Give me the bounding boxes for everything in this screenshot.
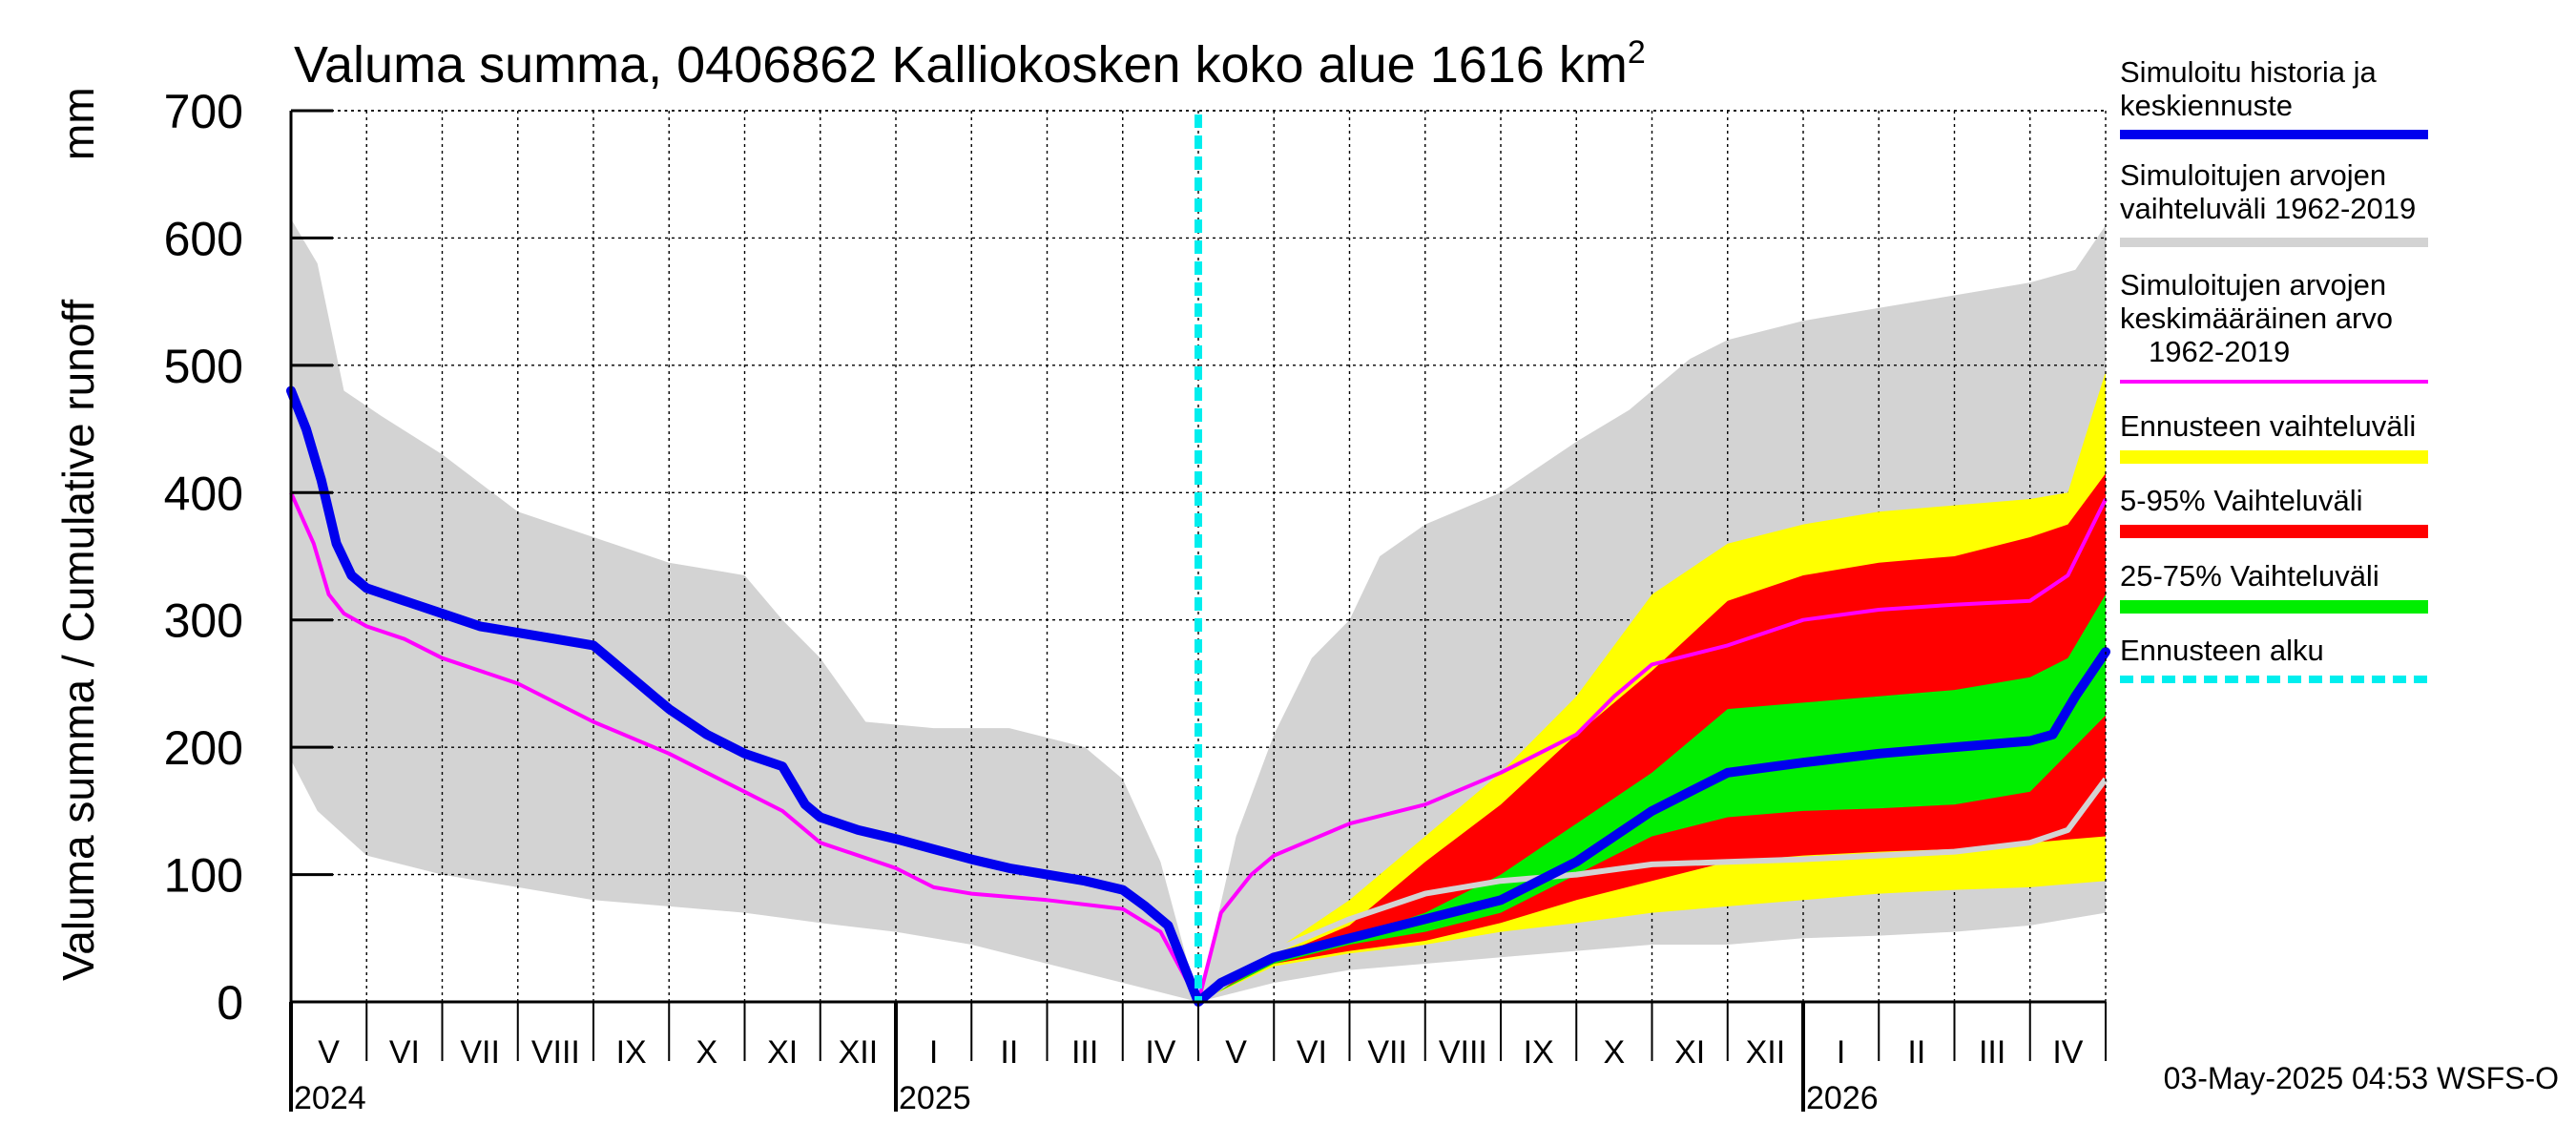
year-label: 2025	[899, 1080, 971, 1116]
mean-line	[289, 491, 2108, 1004]
y-tick-label: 0	[217, 976, 243, 1030]
forecast-median-line	[1196, 777, 2109, 1005]
legend-label: 25-75% Vaihteluväli	[2120, 559, 2379, 593]
chart-title: Valuma summa, 0406862 Kalliokosken koko …	[294, 34, 1646, 94]
y-tick-label: 400	[164, 467, 243, 520]
y-axis-title: Valuma summa / Cumulative runoff	[53, 300, 103, 981]
y-axis-unit: mm	[53, 87, 103, 160]
x-tick-label: XI	[767, 1034, 798, 1071]
x-tick-label: VI	[389, 1034, 420, 1071]
legend-label: Simuloitujen arvojen	[2120, 268, 2386, 302]
x-tick-label: II	[1907, 1034, 1925, 1071]
y-tick-label: 300	[164, 594, 243, 648]
x-tick-label: IV	[1145, 1034, 1175, 1071]
x-tick-label: VIII	[531, 1034, 580, 1071]
timestamp: 03-May-2025 04:53 WSFS-O	[2164, 1061, 2559, 1095]
x-tick-label: X	[1604, 1034, 1626, 1071]
y-tick-label: 200	[164, 721, 243, 775]
legend-label: 5-95% Vaihteluväli	[2120, 484, 2362, 517]
x-tick-label: VI	[1297, 1034, 1327, 1071]
x-tick-label: VIII	[1439, 1034, 1487, 1071]
legend-item: 25-75% Vaihteluväli	[2120, 559, 2428, 614]
x-tick-label: IV	[2052, 1034, 2083, 1071]
legend-label: keskiennuste	[2120, 89, 2293, 122]
y-tick-label: 700	[164, 85, 243, 138]
legend-label: Ennusteen alku	[2120, 634, 2324, 667]
legend-item: Ennusteen alku	[2120, 634, 2428, 683]
year-label: 2024	[294, 1080, 366, 1116]
simulated-history-line	[286, 385, 2110, 1007]
legend-label: vaihteluväli 1962-2019	[2120, 192, 2416, 225]
x-tick-label: XI	[1674, 1034, 1705, 1071]
x-tick-label: XII	[839, 1034, 879, 1071]
y-axis-label: Valuma summa / Cumulative runoff mm	[53, 87, 103, 981]
legend: Simuloitu historia jakeskiennusteSimuloi…	[2120, 55, 2428, 683]
legend-item: 5-95% Vaihteluväli	[2120, 484, 2428, 538]
x-tick-label: III	[1071, 1034, 1098, 1071]
x-tick-label: V	[318, 1034, 340, 1071]
y-tick-label: 500	[164, 340, 243, 393]
year-label: 2026	[1806, 1080, 1879, 1116]
x-tick-label: IX	[1524, 1034, 1554, 1071]
y-tick-label: 600	[164, 212, 243, 265]
x-tick-label: XII	[1746, 1034, 1786, 1071]
y-tick-label: 100	[164, 849, 243, 903]
legend-item: Ennusteen vaihteluväli	[2120, 409, 2428, 464]
title-superscript: 2	[1628, 34, 1646, 71]
x-tick-label: X	[696, 1034, 718, 1071]
band-5-95	[1198, 473, 2106, 1002]
legend-label: keskimääräinen arvo	[2120, 302, 2393, 335]
x-tick-label: V	[1225, 1034, 1247, 1071]
x-tick-label: IX	[616, 1034, 647, 1071]
x-tick-label: I	[1837, 1034, 1845, 1071]
x-tick-label: III	[1979, 1034, 2005, 1071]
legend-label: Simuloitujen arvojen	[2120, 158, 2386, 192]
legend-label: Ennusteen vaihteluväli	[2120, 409, 2416, 443]
x-tick-label: II	[1000, 1034, 1018, 1071]
legend-label: 1962-2019	[2149, 335, 2290, 368]
x-tick-label: I	[929, 1034, 938, 1071]
band-25-75	[1198, 594, 2106, 1002]
x-tick-label: VII	[1367, 1034, 1407, 1071]
x-tick-label: VII	[460, 1034, 500, 1071]
plot-area	[286, 110, 2110, 1007]
legend-label: Simuloitu historia ja	[2120, 55, 2378, 89]
